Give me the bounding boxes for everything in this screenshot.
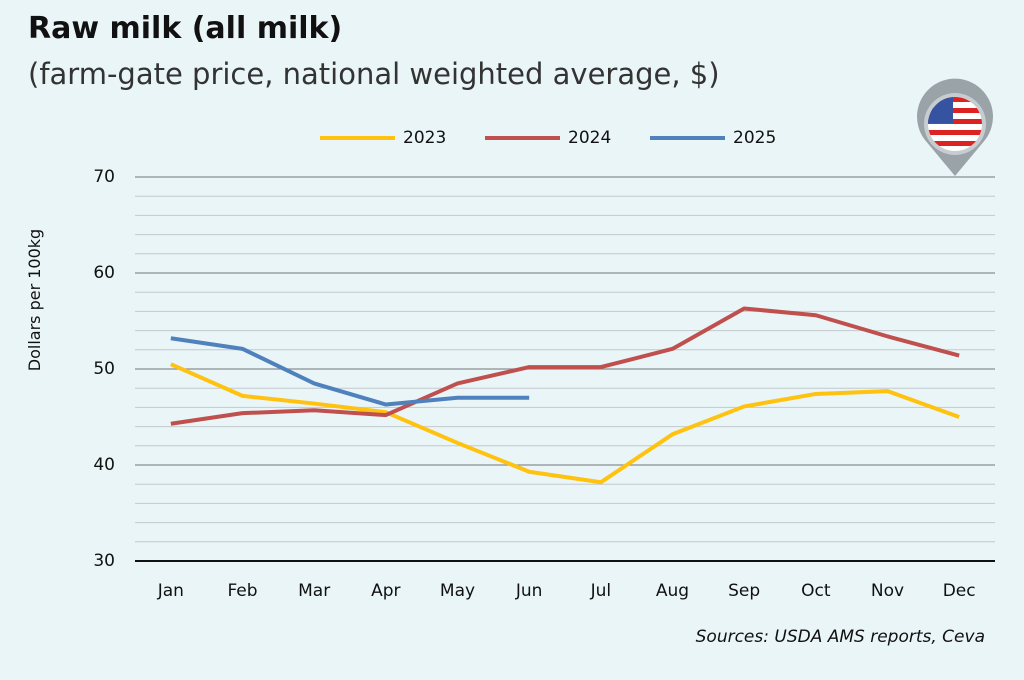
legend-label: 2024 <box>568 128 611 148</box>
y-tick-label: 40 <box>93 455 115 475</box>
chart-subtitle: (farm-gate price, national weighted aver… <box>28 57 720 91</box>
x-tick-label: Mar <box>298 581 330 601</box>
legend-label: 2023 <box>403 128 446 148</box>
line <box>170 336 530 407</box>
y-tick-label: 60 <box>93 263 115 283</box>
y-tick-label: 30 <box>93 551 115 571</box>
x-tick-label: Feb <box>227 581 257 601</box>
y-tick-label: 70 <box>93 167 115 187</box>
legend-label: 2025 <box>733 128 776 148</box>
x-tick-label: Jan <box>157 581 184 601</box>
x-tick-label: Apr <box>371 581 400 601</box>
source: Sources: USDA AMS reports, Ceva <box>696 627 985 647</box>
line <box>170 362 960 485</box>
x-tick-label: Oct <box>801 581 831 601</box>
x-tick-label: Dec <box>943 581 976 601</box>
chart-title: Raw milk (all milk) <box>28 11 342 46</box>
x-tick-label: Aug <box>656 581 689 601</box>
flag-pin <box>917 78 994 176</box>
x-tick-label: May <box>440 581 475 601</box>
x-tick-label: Jun <box>515 581 543 601</box>
line <box>170 306 960 426</box>
x-tick-label: Sep <box>728 581 760 601</box>
y-tick-label: 50 <box>93 359 115 379</box>
x-tick-label: Nov <box>871 581 904 601</box>
x-tick-label: Jul <box>590 581 612 601</box>
y-axis-label: Dollars per 100kg <box>25 229 44 371</box>
